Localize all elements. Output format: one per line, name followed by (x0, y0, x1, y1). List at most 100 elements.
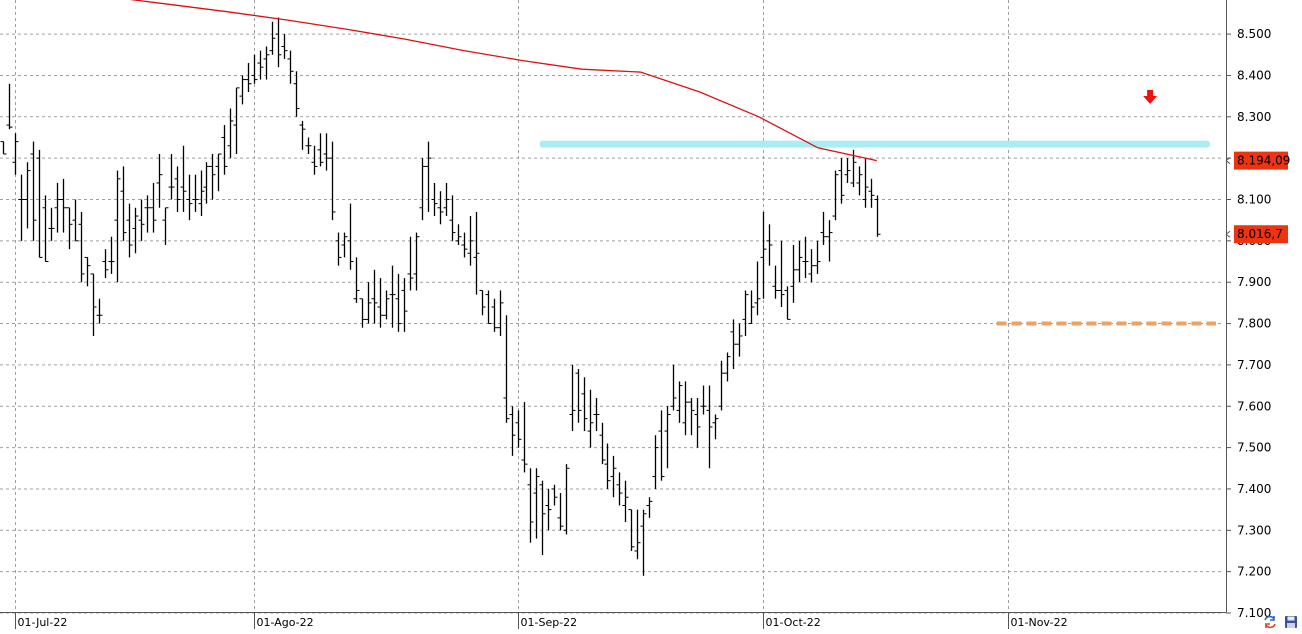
y-tick-label: 7.400 (1237, 482, 1271, 496)
ohlc-bar (778, 240, 785, 308)
ohlc-bar (6, 83, 13, 130)
ohlc-bar (263, 46, 270, 80)
ohlc-bar (78, 211, 85, 283)
ohlc-bar (371, 269, 378, 324)
ohlc-bar (198, 170, 205, 217)
ohlc-bar (323, 133, 330, 171)
ohlc-bar (48, 207, 55, 241)
moving-average-line (129, 0, 877, 162)
ohlc-bar (551, 484, 558, 506)
ohlc-bar (491, 298, 498, 332)
y-tick-label: 7.900 (1237, 275, 1271, 289)
ohlc-bar (221, 125, 228, 175)
ohlc-bar (215, 153, 222, 192)
ohlc-bar (42, 195, 49, 263)
ohlc-bar (209, 154, 216, 200)
ohlc-bar (341, 232, 348, 258)
bars-layer (0, 17, 881, 576)
price-badge-bg (1234, 225, 1288, 244)
ohlc-bar (359, 298, 366, 328)
ohlc-bar (156, 154, 163, 208)
ohlc-bar (0, 141, 7, 155)
ohlc-bar (736, 323, 743, 357)
ohlc-bar (545, 488, 552, 531)
ohlc-bar (437, 191, 444, 225)
ohlc-bar (335, 232, 342, 266)
ohlc-bar (563, 464, 570, 535)
ohlc-bar (144, 195, 151, 233)
ohlc-bar (60, 178, 67, 233)
ohlc-bar (305, 137, 312, 155)
ohlc-bar (874, 195, 881, 237)
ohlc-bar (676, 381, 683, 423)
ohlc-bar (652, 435, 659, 489)
x-tick-label: 01-Nov-22 (1011, 616, 1068, 629)
ohlc-bar (251, 54, 258, 84)
ohlc-bar (353, 257, 360, 303)
ohlc-bar (670, 364, 677, 411)
x-tick-label: 01-Ago-22 (257, 616, 314, 629)
ohlc-bar (365, 282, 372, 324)
ohlc-bar (658, 410, 665, 481)
ohlc-bar (724, 352, 731, 382)
ohlc-bar (646, 497, 653, 518)
ohlc-bar (634, 509, 641, 560)
ohlc-bar (467, 216, 474, 266)
ohlc-bar (383, 290, 390, 320)
ohlc-bar (72, 199, 79, 242)
ohlc-bar (575, 369, 582, 423)
ohlc-bar (730, 319, 737, 370)
ohlc-bar (275, 17, 282, 68)
ohlc-bar (299, 120, 306, 150)
ohlc-bar (844, 158, 851, 183)
ohlc-bar (461, 232, 468, 258)
price-badge: 8.194,09 (1225, 151, 1290, 170)
price-badge-label: 8.194,09 (1237, 154, 1290, 168)
ohlc-bar (317, 133, 324, 167)
y-tick-label: 7.600 (1237, 399, 1271, 413)
ohlc-bar (36, 149, 43, 258)
ohlc-bar (790, 244, 797, 303)
ohlc-bar (838, 158, 845, 204)
ohlc-bar (820, 211, 827, 245)
ohlc-bar (377, 278, 384, 328)
ohlc-bar (557, 493, 564, 531)
ohlc-bar (138, 199, 145, 241)
ohlc-bar (616, 472, 623, 506)
ohlc-bar (754, 261, 761, 316)
ohlc-bar (126, 203, 133, 258)
ohlc-bar (826, 220, 833, 262)
ohlc-bar (233, 87, 240, 155)
ohlc-bar (54, 182, 61, 233)
ohlc-bar (168, 154, 175, 200)
ohlc-bar (239, 75, 246, 105)
x-tick-label: 01-Oct-22 (766, 616, 821, 629)
ohlc-bar (329, 141, 336, 221)
floppy-save-icon[interactable] (1284, 614, 1298, 628)
y-tick-label: 8.300 (1237, 110, 1271, 124)
ohlc-bar (694, 397, 701, 448)
ohlc-bar (174, 166, 181, 212)
ohlc-bar (162, 207, 169, 245)
ohlc-bar (401, 278, 408, 332)
ohlc-bar (311, 145, 318, 175)
ohlc-bar (814, 240, 821, 274)
ohlc-bar (84, 256, 91, 287)
arrows-refresh-icon[interactable] (1263, 614, 1277, 629)
ohlc-bar (640, 509, 647, 576)
ohlc-bar (473, 211, 480, 295)
x-tick-label: 01-Sep-22 (521, 616, 578, 629)
ohlc-bar (599, 422, 606, 465)
ohlc-bar (90, 273, 97, 336)
ohlc-bar (808, 249, 815, 283)
ohlc-bar (186, 174, 193, 221)
ohlc-bar (628, 509, 635, 551)
ohlc-bar (431, 182, 438, 217)
ohlc-bar (192, 174, 199, 212)
ohlc-bar (96, 298, 103, 324)
ohlc-bar (527, 468, 534, 543)
ohlc-bar (503, 315, 510, 423)
ohlc-bar (718, 360, 725, 411)
